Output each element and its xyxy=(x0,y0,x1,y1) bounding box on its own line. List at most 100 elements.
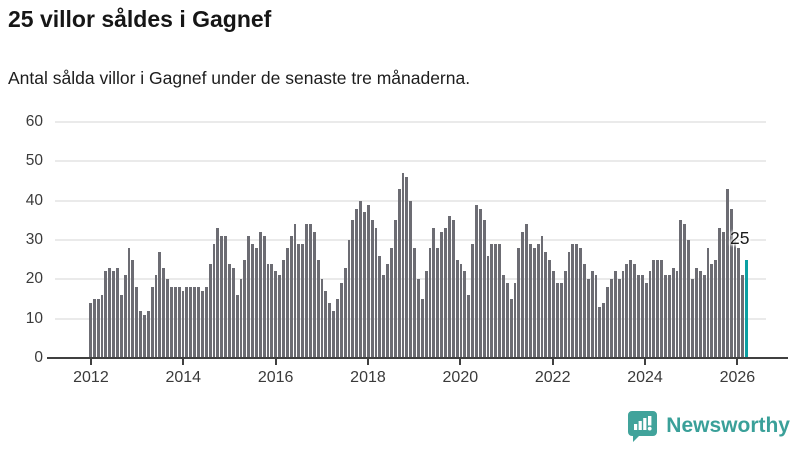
highlighted-bar xyxy=(745,259,748,358)
bar xyxy=(239,279,243,358)
bar xyxy=(710,263,714,358)
bar xyxy=(243,259,247,358)
bar xyxy=(108,267,112,358)
bar xyxy=(702,275,706,358)
bar xyxy=(305,224,308,358)
bar xyxy=(486,255,490,358)
bar xyxy=(197,287,200,358)
bar xyxy=(127,247,131,358)
bar xyxy=(100,295,104,358)
bar xyxy=(177,287,181,358)
bar xyxy=(320,279,324,358)
bar xyxy=(424,271,428,358)
bar xyxy=(204,287,208,358)
x-tick-label: 2026 xyxy=(719,369,756,386)
bar xyxy=(123,275,127,358)
x-tick xyxy=(736,359,739,365)
bar xyxy=(89,302,92,358)
chart-subtitle: Antal sålda villor i Gagnef under de sen… xyxy=(8,68,471,88)
y-tick-label: 30 xyxy=(25,231,43,248)
bar xyxy=(224,236,227,358)
bar xyxy=(494,243,498,358)
bar xyxy=(374,228,378,358)
bar xyxy=(613,271,617,358)
bar xyxy=(173,287,177,358)
bar xyxy=(193,287,197,358)
bar xyxy=(536,243,540,358)
bar xyxy=(328,302,332,358)
bar xyxy=(525,224,528,358)
bar xyxy=(664,275,667,358)
bar xyxy=(347,240,351,358)
bar xyxy=(563,271,567,358)
bar xyxy=(621,271,625,358)
bar xyxy=(378,255,382,358)
bar xyxy=(258,232,262,358)
x-axis-line xyxy=(47,357,788,359)
bar xyxy=(92,299,96,358)
y-tick-label: 60 xyxy=(25,113,43,130)
bar xyxy=(185,287,189,358)
bar xyxy=(181,291,185,358)
bar xyxy=(687,240,691,358)
bar xyxy=(208,263,212,358)
bar xyxy=(528,243,532,358)
bar xyxy=(640,275,644,358)
bar xyxy=(251,243,254,358)
bar-series xyxy=(89,122,748,358)
bar xyxy=(166,279,170,358)
bar xyxy=(490,243,494,358)
bar xyxy=(150,287,154,358)
bar xyxy=(571,243,575,358)
bar xyxy=(509,299,513,358)
bar xyxy=(602,302,606,358)
bar xyxy=(104,271,108,358)
x-tick xyxy=(274,359,277,365)
bar xyxy=(336,299,339,358)
bar xyxy=(741,275,745,358)
x-tick-label: 2016 xyxy=(257,369,294,386)
bar xyxy=(405,177,409,358)
bar xyxy=(540,236,544,358)
y-tick-label: 40 xyxy=(25,191,43,209)
bar xyxy=(625,263,629,358)
bar xyxy=(428,247,432,358)
bar xyxy=(718,228,721,358)
bar xyxy=(339,283,343,358)
x-tick xyxy=(644,359,647,365)
bar xyxy=(332,310,335,358)
bar xyxy=(409,200,413,358)
bar xyxy=(324,291,328,358)
bar xyxy=(606,287,610,358)
bar xyxy=(440,232,444,358)
bar xyxy=(459,263,463,358)
bar xyxy=(370,220,374,358)
bar xyxy=(559,283,563,358)
bar xyxy=(281,259,285,358)
bar xyxy=(143,314,146,358)
bar xyxy=(633,263,637,358)
bar xyxy=(112,271,116,358)
bar xyxy=(474,204,478,358)
bar xyxy=(366,204,370,358)
bar xyxy=(544,251,548,358)
bar xyxy=(575,243,579,358)
x-tick-label: 2012 xyxy=(73,369,109,386)
x-tick xyxy=(366,359,369,365)
bar xyxy=(200,291,204,358)
bar xyxy=(417,279,420,358)
bar xyxy=(517,247,521,358)
bar xyxy=(637,275,640,358)
gridline xyxy=(55,160,766,163)
bar xyxy=(567,251,571,358)
bar xyxy=(451,220,455,358)
bar xyxy=(382,275,386,358)
bar xyxy=(235,295,239,358)
bar xyxy=(146,310,150,358)
newsworthy-logo-link[interactable]: Newsworthy xyxy=(627,410,790,442)
y-tick-label: 50 xyxy=(25,152,43,170)
bar xyxy=(285,247,289,358)
bar xyxy=(675,271,679,358)
x-tick-label: 2020 xyxy=(442,369,479,386)
